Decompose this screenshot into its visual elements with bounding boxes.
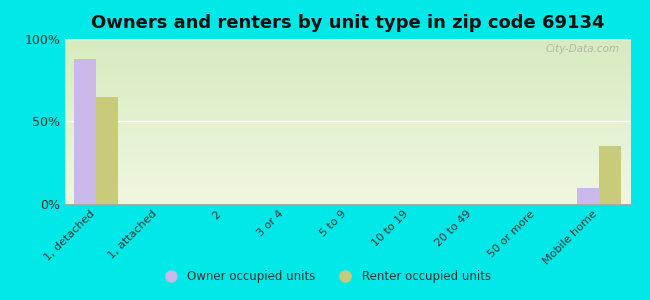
Title: Owners and renters by unit type in zip code 69134: Owners and renters by unit type in zip c… (91, 14, 604, 32)
Bar (599, 146, 621, 204)
Bar (577, 188, 599, 204)
Bar (74, 59, 96, 204)
Bar (96, 97, 118, 204)
Text: City-Data.com: City-Data.com (545, 44, 619, 54)
Legend: Owner occupied units, Renter occupied units: Owner occupied units, Renter occupied un… (154, 266, 496, 288)
